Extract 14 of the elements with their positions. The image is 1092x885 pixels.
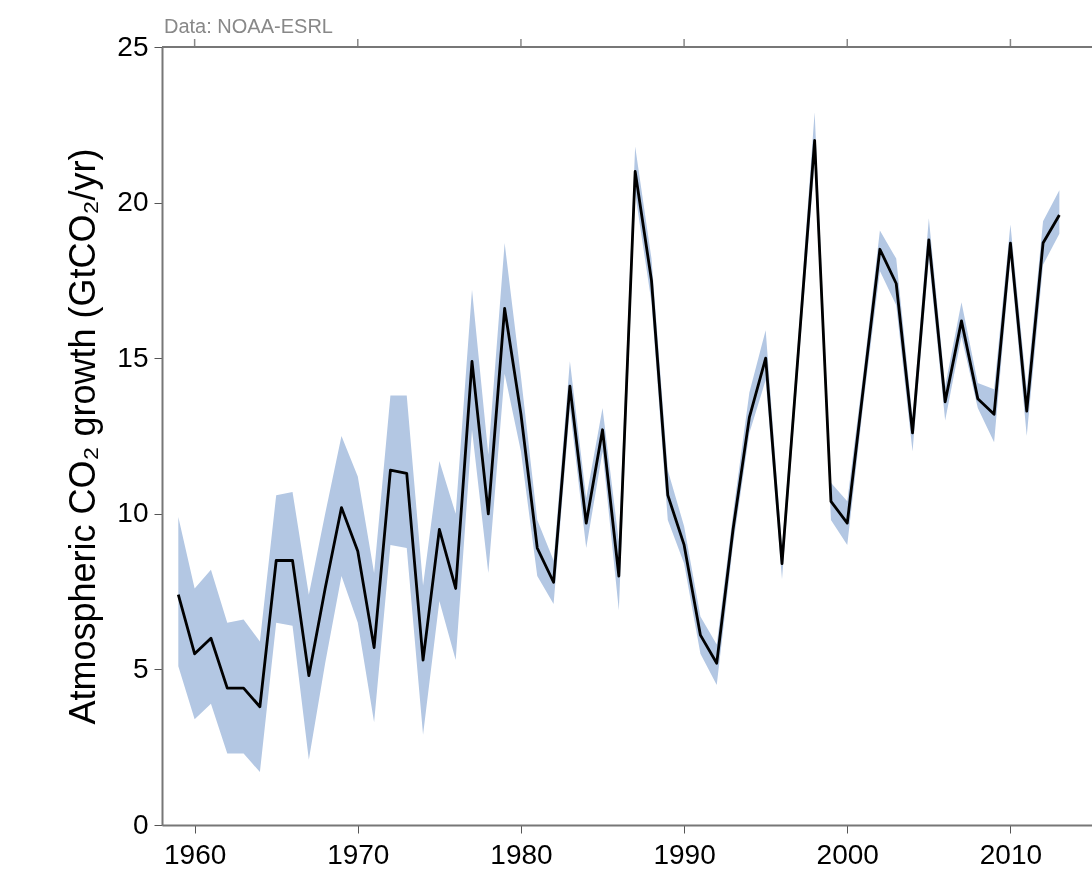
y-tick-label: 10 [117, 497, 149, 529]
x-tick-label: 1970 [327, 838, 390, 870]
x-tick-label: 1960 [163, 838, 227, 870]
y-tick-label: 25 [117, 30, 149, 62]
x-tick-label: 2010 [979, 838, 1043, 870]
y-tick-label: 15 [117, 341, 149, 373]
y-tick-label: 5 [132, 652, 149, 684]
y-tick-label: 0 [132, 808, 149, 840]
x-tick-label: 1980 [490, 838, 553, 870]
y-axis-title: Atmospheric CO₂ growth (GtCO₂/yr) [62, 148, 104, 725]
x-tick-label: 1990 [653, 838, 716, 870]
y-tick-label: 20 [117, 186, 149, 218]
text: Data: NOAA-ESRL [164, 15, 333, 37]
x-tick-label: 2000 [816, 838, 879, 870]
